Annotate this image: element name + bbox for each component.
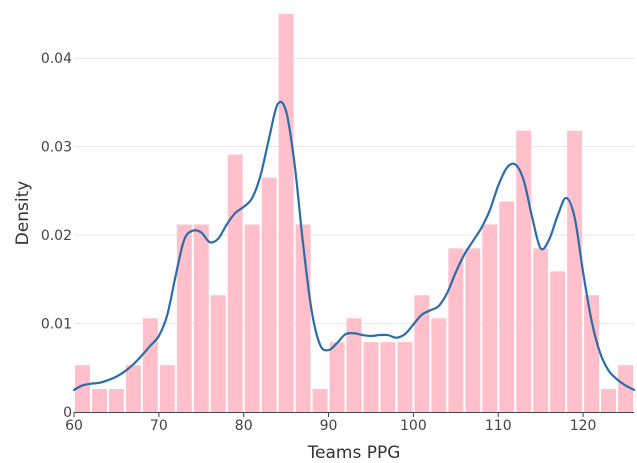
histogram-bar [75, 365, 90, 412]
histogram-bar [380, 342, 396, 412]
histogram-bar [108, 389, 124, 412]
histogram-bar [448, 248, 464, 412]
histogram-bar [346, 318, 362, 412]
y-axis-ticks: 0 0.01 0.02 0.03 0.04 [41, 51, 72, 421]
histogram-bar [210, 295, 226, 412]
y-axis-title: Density [13, 181, 33, 246]
histogram-bars [75, 14, 633, 413]
density-curve [72, 100, 636, 391]
histogram-bar [227, 154, 243, 413]
x-tick-label: 110 [485, 418, 512, 434]
x-tick-label: 100 [400, 418, 427, 434]
y-tick-label: 0.02 [41, 228, 72, 244]
histogram-bar [465, 248, 481, 412]
histogram-bar [618, 365, 633, 412]
histogram-bar [363, 342, 379, 412]
histogram-bar [261, 177, 277, 412]
histogram-bar [176, 224, 192, 412]
x-tick-label: 90 [320, 418, 338, 434]
histogram-bar [312, 389, 328, 412]
histogram-bar [159, 365, 175, 412]
gridlines [74, 57, 634, 325]
histogram-bar [193, 224, 209, 412]
histogram-bar [499, 201, 515, 412]
x-tick-label: 80 [235, 418, 253, 434]
histogram-bar [550, 271, 566, 412]
histogram-bar [414, 295, 430, 412]
histogram-bar [533, 248, 549, 412]
y-tick-label: 0.01 [41, 317, 72, 333]
histogram-bar [125, 365, 141, 412]
histogram-bar [244, 224, 260, 412]
histogram-bar [329, 342, 345, 412]
x-tick-label: 60 [65, 418, 83, 434]
histogram-bar [397, 342, 413, 412]
x-axis-ticks: 60 70 80 90 100 110 120 [65, 412, 596, 434]
histogram-bar [431, 318, 447, 412]
histogram-bar [142, 318, 158, 412]
y-tick-label: 0 [63, 405, 72, 421]
histogram-bar [91, 389, 107, 412]
y-tick-label: 0.04 [41, 51, 72, 67]
y-tick-label: 0.03 [41, 140, 72, 156]
x-tick-label: 120 [570, 418, 597, 434]
x-axis-title: Teams PPG [307, 443, 401, 463]
x-tick-label: 70 [150, 418, 168, 434]
histogram-bar [482, 224, 498, 412]
histogram-bar [584, 295, 600, 412]
histogram-bar [601, 389, 617, 412]
histogram-bar [567, 130, 583, 412]
histogram-bar [278, 14, 294, 412]
histogram-bar [516, 130, 532, 412]
